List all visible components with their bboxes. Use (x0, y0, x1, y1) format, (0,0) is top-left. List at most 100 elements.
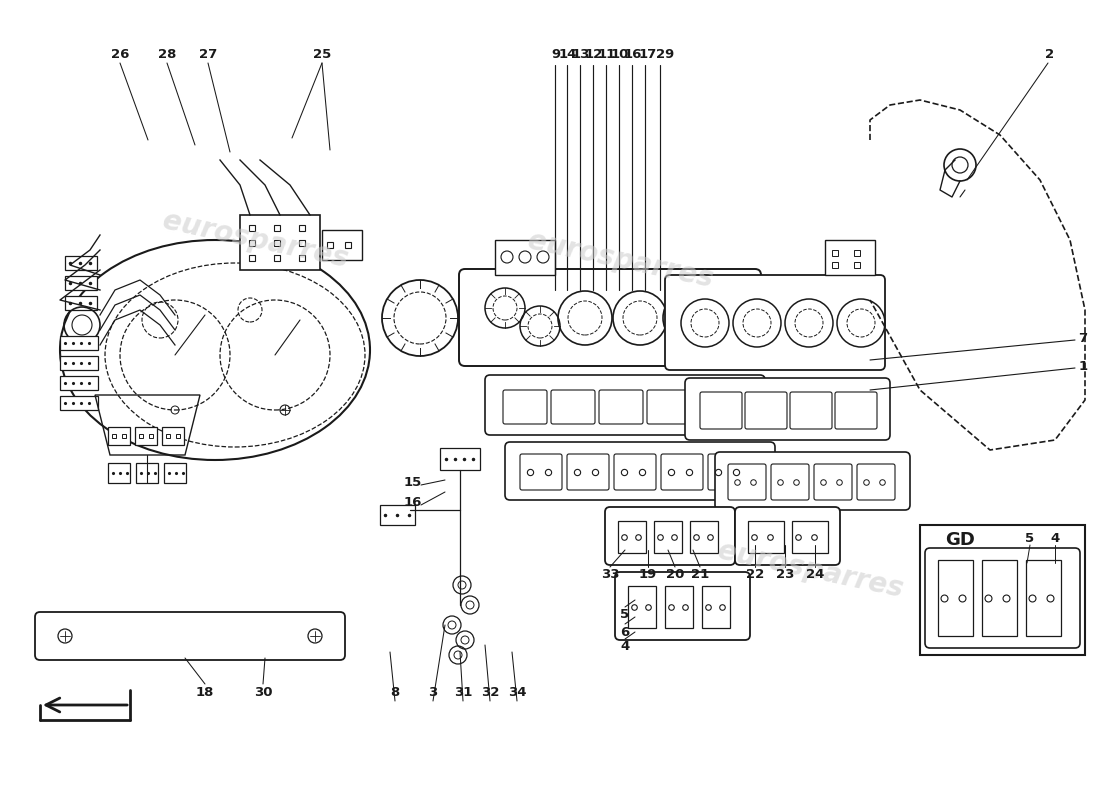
Text: 17: 17 (639, 49, 657, 62)
Text: 24: 24 (806, 569, 824, 582)
FancyBboxPatch shape (614, 454, 656, 490)
FancyBboxPatch shape (35, 612, 345, 660)
Bar (618, 521, 646, 553)
Text: 22: 22 (746, 569, 764, 582)
FancyBboxPatch shape (814, 464, 852, 500)
Text: 19: 19 (639, 569, 657, 582)
Bar (628, 586, 656, 628)
Text: 33: 33 (601, 569, 619, 582)
Text: 18: 18 (196, 686, 214, 699)
Bar (65, 296, 97, 310)
FancyBboxPatch shape (485, 375, 764, 435)
Bar (379, 505, 415, 525)
Bar (136, 463, 158, 483)
FancyBboxPatch shape (771, 464, 808, 500)
Text: 14: 14 (559, 49, 578, 62)
Bar (1026, 560, 1061, 636)
FancyBboxPatch shape (661, 454, 703, 490)
FancyBboxPatch shape (735, 507, 840, 565)
Text: 32: 32 (481, 686, 499, 699)
Text: 4: 4 (1050, 533, 1059, 546)
Bar (60, 356, 98, 370)
Text: 28: 28 (157, 49, 176, 62)
Text: eurosparres: eurosparres (715, 537, 905, 603)
Text: eurosparres: eurosparres (525, 226, 715, 294)
FancyBboxPatch shape (459, 269, 761, 366)
Bar (440, 448, 480, 470)
Text: 12: 12 (585, 49, 603, 62)
Bar (135, 427, 157, 445)
Bar (60, 376, 98, 390)
Text: 27: 27 (199, 49, 217, 62)
Text: 11: 11 (598, 49, 616, 62)
Text: 2: 2 (1045, 49, 1055, 62)
Text: 3: 3 (428, 686, 438, 699)
Text: 5: 5 (1025, 533, 1035, 546)
FancyBboxPatch shape (647, 390, 691, 424)
Bar (164, 463, 186, 483)
Text: 21: 21 (691, 569, 710, 582)
Text: 25: 25 (312, 49, 331, 62)
Text: 9: 9 (551, 49, 561, 62)
Text: 34: 34 (508, 686, 526, 699)
Bar (748, 521, 784, 553)
Text: 30: 30 (254, 686, 273, 699)
FancyBboxPatch shape (600, 390, 643, 424)
FancyBboxPatch shape (745, 392, 786, 429)
Bar (65, 256, 97, 270)
FancyBboxPatch shape (790, 392, 832, 429)
FancyBboxPatch shape (857, 464, 895, 500)
Text: eurosparres: eurosparres (160, 206, 351, 274)
FancyBboxPatch shape (605, 507, 735, 565)
Text: 29: 29 (656, 49, 674, 62)
Text: 4: 4 (620, 641, 629, 654)
FancyBboxPatch shape (505, 442, 776, 500)
FancyBboxPatch shape (685, 378, 890, 440)
Text: 8: 8 (390, 686, 399, 699)
Text: GD: GD (945, 531, 975, 549)
Bar (108, 463, 130, 483)
FancyBboxPatch shape (666, 275, 886, 370)
Bar (938, 560, 974, 636)
FancyBboxPatch shape (728, 464, 766, 500)
FancyBboxPatch shape (708, 454, 750, 490)
Bar (60, 396, 98, 410)
FancyBboxPatch shape (551, 390, 595, 424)
Text: 26: 26 (111, 49, 129, 62)
Text: 1: 1 (1078, 361, 1088, 374)
Text: 16: 16 (624, 49, 642, 62)
FancyBboxPatch shape (520, 454, 562, 490)
Text: 5: 5 (620, 609, 629, 622)
Bar (982, 560, 1018, 636)
Bar (60, 336, 98, 350)
FancyBboxPatch shape (566, 454, 609, 490)
Text: 16: 16 (404, 495, 422, 509)
Bar (920, 525, 1085, 655)
Text: 13: 13 (572, 49, 591, 62)
Text: 20: 20 (666, 569, 684, 582)
Bar (702, 586, 730, 628)
Bar (666, 586, 693, 628)
FancyBboxPatch shape (615, 572, 750, 640)
Bar (162, 427, 184, 445)
FancyBboxPatch shape (695, 390, 739, 424)
FancyBboxPatch shape (835, 392, 877, 429)
Bar (792, 521, 828, 553)
Text: 7: 7 (1078, 331, 1088, 345)
Text: 15: 15 (404, 475, 422, 489)
Text: 10: 10 (610, 49, 629, 62)
Bar (654, 521, 682, 553)
Bar (825, 240, 874, 275)
Bar (240, 215, 320, 270)
FancyBboxPatch shape (503, 390, 547, 424)
Bar (322, 230, 362, 260)
FancyBboxPatch shape (925, 548, 1080, 648)
Bar (495, 240, 556, 275)
Bar (690, 521, 718, 553)
Bar (65, 276, 97, 290)
Text: 23: 23 (776, 569, 794, 582)
FancyBboxPatch shape (715, 452, 910, 510)
Text: 31: 31 (454, 686, 472, 699)
Bar (108, 427, 130, 445)
FancyBboxPatch shape (700, 392, 743, 429)
